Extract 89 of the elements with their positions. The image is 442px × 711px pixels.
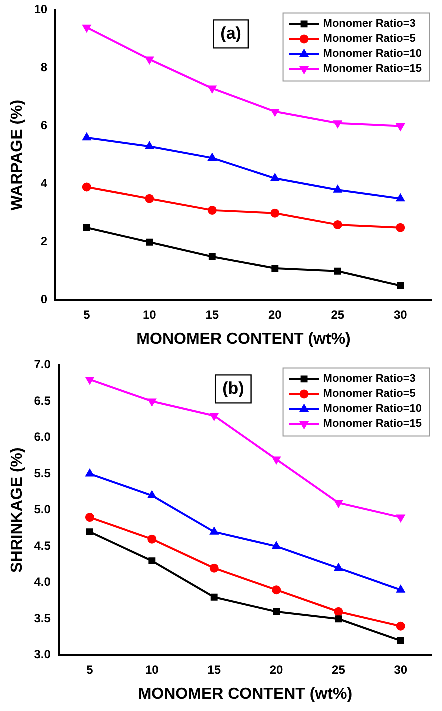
y-tick-label: 6.0 <box>34 430 52 444</box>
point <box>397 282 404 290</box>
x-tick-label: 15 <box>208 662 222 677</box>
point <box>208 253 216 260</box>
point <box>208 206 217 215</box>
point <box>82 24 91 32</box>
point <box>333 220 342 230</box>
point <box>272 265 279 272</box>
point <box>210 594 218 601</box>
x-tick-label: 5 <box>84 308 91 322</box>
point <box>396 586 405 593</box>
point <box>82 182 92 192</box>
point <box>210 413 218 420</box>
point <box>334 564 343 572</box>
y-tick-label: 4.5 <box>34 538 52 553</box>
y-tick-label: 2 <box>40 234 48 249</box>
point <box>148 398 156 406</box>
point <box>85 513 94 522</box>
x-axis-title: MONOMER CONTENT (wt%) <box>136 330 351 348</box>
y-tick-label: 3.5 <box>34 611 52 626</box>
x-tick-label: 25 <box>332 662 346 677</box>
point <box>396 622 406 631</box>
point <box>396 124 405 131</box>
point <box>271 174 280 182</box>
point <box>146 142 154 150</box>
legend-label: Monomer Ratio=15 <box>323 63 422 76</box>
x-tick-label: 20 <box>268 308 282 322</box>
point <box>145 194 154 204</box>
legend-label: Monomer Ratio=5 <box>323 33 416 46</box>
x-tick-label: 20 <box>270 662 284 677</box>
point <box>334 500 343 508</box>
point <box>396 514 405 522</box>
point <box>272 586 282 595</box>
point <box>270 208 280 218</box>
point <box>334 268 342 275</box>
point <box>334 120 342 128</box>
point <box>148 491 156 499</box>
y-axis-title: SHRINKAGE (%) <box>9 448 26 573</box>
point <box>334 607 344 616</box>
legend-label: Monomer Ratio=3 <box>323 373 416 386</box>
legend-label: Monomer Ratio=10 <box>323 403 422 416</box>
x-tick-label: 15 <box>206 308 220 322</box>
y-tick-label: 6 <box>40 118 48 133</box>
y-tick-label: 6.5 <box>34 394 52 408</box>
point <box>335 616 342 623</box>
point <box>396 194 405 202</box>
point <box>272 542 281 550</box>
point <box>82 133 91 141</box>
point <box>271 109 280 116</box>
y-tick-label: 5.5 <box>34 466 52 480</box>
point <box>397 637 404 644</box>
point <box>148 534 157 544</box>
point <box>86 528 94 536</box>
x-tick-label: 30 <box>394 662 408 677</box>
point <box>83 224 90 232</box>
point <box>208 86 216 94</box>
x-tick-label: 30 <box>394 308 408 322</box>
legend-label: Monomer Ratio=10 <box>323 48 422 60</box>
point <box>146 238 154 246</box>
y-tick-label: 8 <box>40 60 48 75</box>
y-axis-title: WARPAGE (%) <box>9 100 26 211</box>
y-tick-label: 10 <box>34 2 48 17</box>
x-tick-label: 5 <box>86 662 94 677</box>
legend-label: Monomer Ratio=15 <box>323 418 422 430</box>
point <box>86 376 94 384</box>
annotation: (b) <box>222 378 244 398</box>
point <box>334 186 342 193</box>
y-tick-label: 5.0 <box>34 502 52 517</box>
point <box>148 558 156 565</box>
y-tick-label: 4.0 <box>34 575 52 590</box>
y-tick-label: 3.0 <box>34 648 52 662</box>
point <box>146 56 154 64</box>
point <box>86 470 94 477</box>
point <box>396 223 406 232</box>
y-tick-label: 4 <box>40 176 48 191</box>
x-axis-title: MONOMER CONTENT (wt%) <box>138 686 353 703</box>
point <box>208 154 216 161</box>
x-tick-label: 25 <box>331 308 345 322</box>
y-tick-label: 7.0 <box>34 358 52 372</box>
y-tick-label: 0 <box>40 292 48 307</box>
point <box>210 564 219 573</box>
annotation: (a) <box>220 24 242 43</box>
legend-label: Monomer Ratio=5 <box>323 388 416 400</box>
point <box>210 528 218 535</box>
point <box>272 456 281 464</box>
x-tick-label: 10 <box>142 308 157 322</box>
point <box>273 608 280 616</box>
legend-label: Monomer Ratio=3 <box>323 18 416 30</box>
x-tick-label: 10 <box>145 662 160 677</box>
